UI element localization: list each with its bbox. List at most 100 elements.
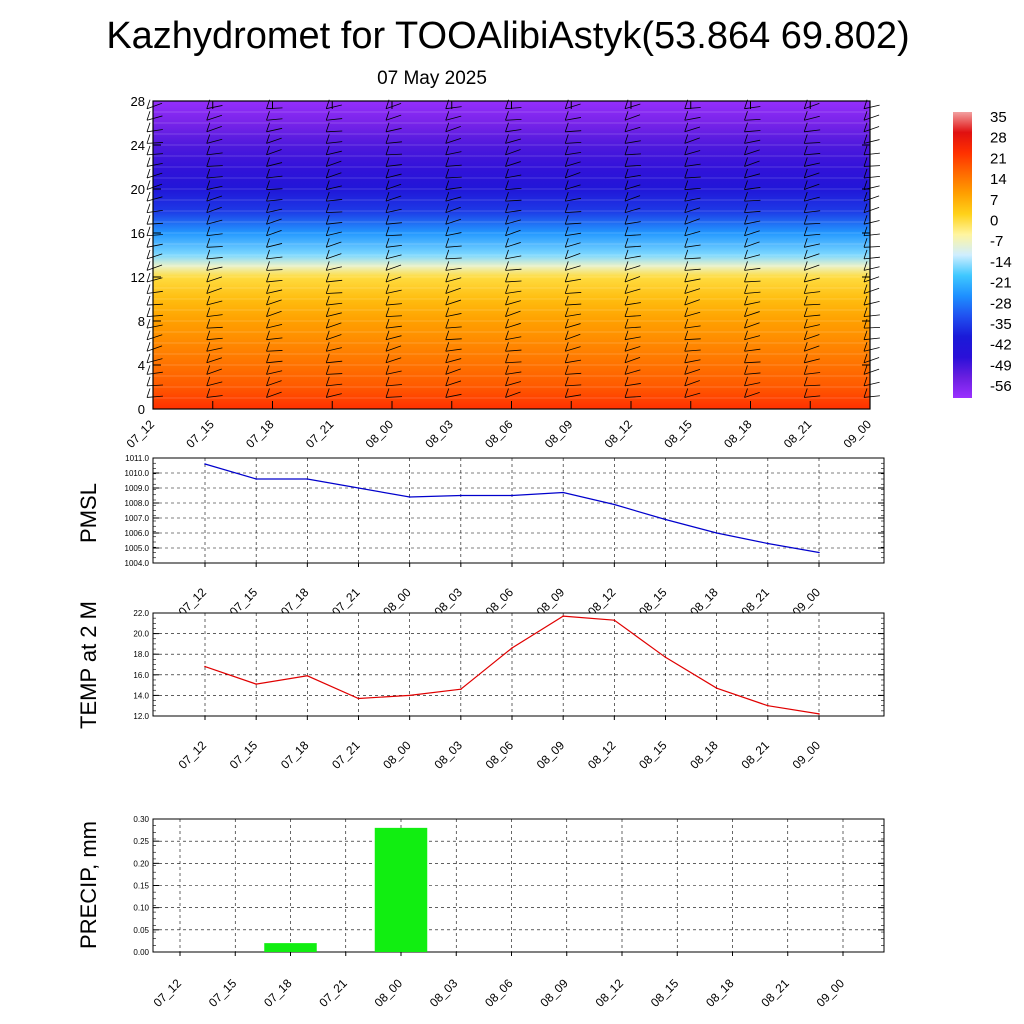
heatmap-xtick-label: 08_06 <box>482 417 516 451</box>
wind-barb-flag <box>744 145 748 156</box>
wind-barb-flag <box>684 272 689 283</box>
wind-barb <box>863 246 880 248</box>
wind-barb <box>146 395 163 398</box>
temperature-cross-section: 0 4 8 12 16 20 24 28 07_12 07_15 07_18 07_21 08_00 08… <box>124 94 880 451</box>
wind-barb <box>744 199 761 202</box>
wind-barb <box>206 357 223 364</box>
wind-barb-flag <box>564 376 569 387</box>
wind-barb <box>624 221 641 225</box>
heatmap-xtick-label: 08_00 <box>363 417 397 451</box>
wind-barb <box>326 302 343 306</box>
wind-barb <box>863 233 880 237</box>
wind-barb-flag <box>266 284 270 294</box>
wind-barb-flag <box>266 111 270 121</box>
wind-barb-flag <box>564 295 569 306</box>
wind-barb-flag <box>325 388 330 398</box>
panel-ylabel: PMSL <box>76 483 101 543</box>
wind-barb <box>505 280 522 283</box>
wind-barb-flag <box>445 145 450 156</box>
wind-barb-flag <box>863 180 868 190</box>
wind-barb-flag <box>206 215 211 225</box>
panel-xtick-label: 08_21 <box>738 738 772 772</box>
colorbar-label: -42 <box>990 337 1012 354</box>
wind-barb <box>445 232 462 237</box>
wind-barb <box>863 195 880 202</box>
wind-barb-flag <box>146 307 151 317</box>
wind-barb-flag <box>505 330 509 340</box>
panel-ytick-label: 1009.0 <box>125 484 150 493</box>
wind-barb <box>863 347 880 352</box>
wind-barb <box>684 299 700 306</box>
wind-barb <box>804 162 820 167</box>
wind-barb <box>146 153 163 156</box>
wind-barb-flag <box>146 272 151 283</box>
wind-barb-flag <box>445 365 450 375</box>
panel-xtick-label: 08_12 <box>593 976 627 1010</box>
wind-barb-flag <box>206 307 211 317</box>
wind-barb-flag <box>803 191 808 202</box>
wind-barb-flag <box>505 353 509 363</box>
wind-barb <box>206 246 223 248</box>
wind-barb-flag <box>325 238 330 248</box>
wind-barb <box>266 118 283 121</box>
wind-barb <box>804 303 821 306</box>
panel-xtick-label: 07_12 <box>151 976 185 1010</box>
wind-barb-flag <box>863 284 868 294</box>
wind-barb-flag <box>445 319 450 329</box>
wind-barb-flag <box>624 388 629 398</box>
wind-barb-flag <box>744 238 748 248</box>
wind-barb-flag <box>325 330 330 340</box>
wind-barb <box>863 381 880 387</box>
wind-barb <box>804 314 821 317</box>
wind-barb-flag <box>385 342 390 352</box>
wind-barb-flag <box>564 261 569 271</box>
wind-barb-flag <box>744 180 748 190</box>
panel-xtick-label: 07_18 <box>278 738 312 772</box>
page-title: Kazhydromet for TOOAlibiAstyk(53.864 69.… <box>106 15 909 57</box>
wind-barb-flag <box>505 168 509 179</box>
wind-barb <box>385 264 402 271</box>
colorbar-label: -35 <box>990 316 1012 333</box>
wind-barb-flag <box>624 249 629 259</box>
series-point <box>767 542 769 545</box>
wind-barb-flag <box>863 203 868 213</box>
wind-barb-flag <box>146 157 151 167</box>
wind-barb-flag <box>505 134 509 144</box>
wind-barb-flag <box>325 261 330 271</box>
wind-barb <box>863 266 880 271</box>
wind-barb-flag <box>206 272 211 283</box>
panel-frame <box>152 612 885 717</box>
wind-barb-flag <box>803 295 808 306</box>
panel-ylabel: PRECIP, mm <box>76 821 101 949</box>
page-subtitle: 07 May 2025 <box>377 68 487 89</box>
heatmap-ytick-label: 24 <box>131 138 145 153</box>
wind-barb-flag <box>206 180 211 190</box>
wind-barb-flag <box>684 168 689 179</box>
wind-barb <box>624 207 641 214</box>
wind-barb <box>565 172 581 179</box>
wind-barb <box>206 326 223 329</box>
wind-barb-flag <box>146 203 151 213</box>
wind-barb <box>326 160 342 167</box>
colorbar-label: 21 <box>990 150 1007 167</box>
wind-barb <box>804 172 820 179</box>
wind-barb-flag <box>206 168 211 179</box>
wind-barb-flag <box>266 342 270 352</box>
colorbar-label: -7 <box>990 233 1003 250</box>
wind-barb <box>624 336 641 341</box>
wind-barb <box>804 142 821 144</box>
wind-barb-flag <box>803 261 808 271</box>
wind-barb <box>266 127 283 133</box>
colorbar: 35 28 21 14 7 0 -7 -14 -21 -28 -35 -42 -49 -56 <box>953 109 1012 398</box>
wind-barb <box>326 360 343 364</box>
wind-barb-flag <box>863 191 868 202</box>
wind-barb-flag <box>624 342 629 352</box>
wind-barb <box>326 322 342 329</box>
wind-barb <box>804 102 820 110</box>
panel-ytick-label: 1006.0 <box>125 529 150 538</box>
wind-barb <box>385 276 402 283</box>
colorbar-label: 28 <box>990 130 1007 147</box>
wind-barb-flag <box>206 111 211 121</box>
wind-barb <box>624 140 641 144</box>
wind-barb-flag <box>266 330 270 340</box>
